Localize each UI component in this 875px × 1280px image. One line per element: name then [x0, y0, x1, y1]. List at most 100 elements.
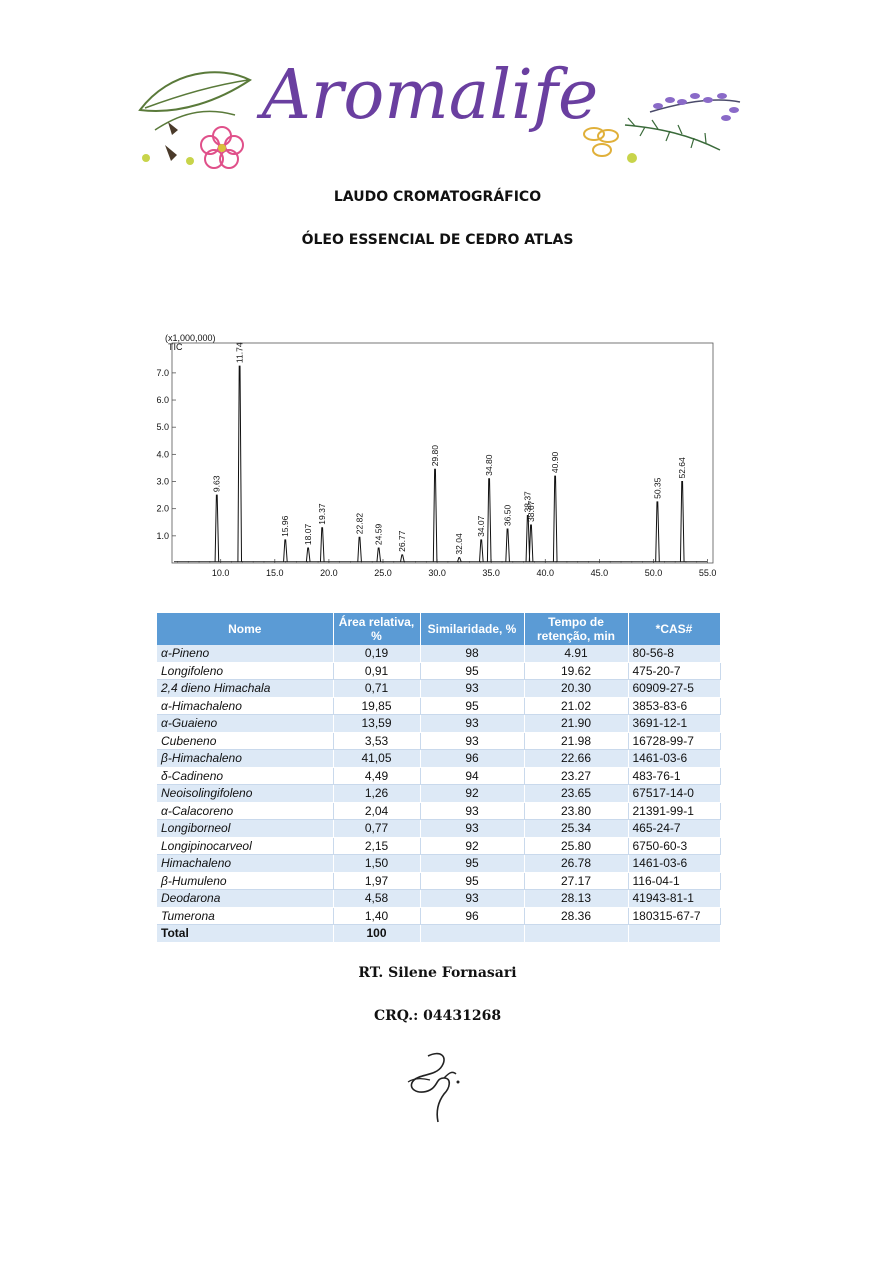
- chromatogram-svg: (x1,000,000) TIC 1.0 2.0 3.0 4.0 5.0 6.0 7.0 10…: [156, 333, 717, 578]
- peak-label: 34.80: [484, 454, 494, 476]
- chromatogram-peak: [283, 539, 288, 562]
- cell-similaridade: 95: [420, 872, 525, 890]
- cell-similaridade: 93: [420, 679, 525, 698]
- peak-label: 24.59: [374, 524, 384, 546]
- cell-nome: Deodarona: [157, 889, 334, 908]
- table-row: β-Himachaleno 41,05 96 22.66 1461-03-6: [157, 749, 721, 768]
- cell-area: 0,19: [333, 645, 421, 663]
- chromatogram-peak: [457, 557, 462, 562]
- table-row: Himachaleno 1,50 95 26.78 1461-03-6: [157, 854, 721, 873]
- cell-cas: 475-20-7: [628, 662, 721, 680]
- cell-tempo: 27.17: [524, 872, 629, 890]
- cell-cas: 16728-99-7: [628, 732, 721, 750]
- cell-similaridade: 95: [420, 662, 525, 680]
- chromatogram-peak: [400, 554, 405, 562]
- peak-label: 18.07: [303, 524, 313, 546]
- cell-nome: Tumerona: [157, 907, 334, 925]
- peak-label: 22.82: [354, 513, 364, 535]
- x-tick-label: 55.0: [699, 568, 717, 578]
- y-tick-label: 6.0: [156, 395, 169, 405]
- cell-similaridade: 96: [420, 749, 525, 768]
- cell-tempo: 21.02: [524, 697, 629, 715]
- cell-tempo: 25.80: [524, 837, 629, 855]
- cell-cas: 180315-67-7: [628, 907, 721, 925]
- cell-tempo: 21.98: [524, 732, 629, 750]
- table-row: Deodarona 4,58 93 28.13 41943-81-1: [157, 889, 721, 908]
- chromatogram-peak: [319, 527, 325, 562]
- table-row: δ-Cadineno 4,49 94 23.27 483-76-1: [157, 767, 721, 785]
- x-tick-label: 10.0: [212, 568, 230, 578]
- x-tick-label: 30.0: [428, 568, 446, 578]
- chromatogram-peak: [655, 501, 660, 562]
- peak-label: 38.67: [526, 500, 536, 522]
- cell-nome: Longifoleno: [157, 662, 334, 680]
- table-row: α-Guaieno 13,59 93 21.90 3691-12-1: [157, 714, 721, 733]
- header-area: Área relativa, %: [333, 613, 421, 645]
- cell-nome: δ-Cadineno: [157, 767, 334, 785]
- cell-nome: Longipinocarveol: [157, 837, 334, 855]
- table-row: α-Calacoreno 2,04 93 23.80 21391-99-1: [157, 802, 721, 820]
- peak-label: 36.50: [502, 505, 512, 527]
- chromatogram-peak: [552, 475, 558, 562]
- cell-similaridade: 94: [420, 767, 525, 785]
- cell-tempo: 25.34: [524, 819, 629, 838]
- x-tick-label: 15.0: [266, 568, 284, 578]
- chromatogram-peak: [486, 478, 492, 562]
- peak-label: 29.80: [430, 445, 440, 467]
- cell-nome: Cubeneno: [157, 732, 334, 750]
- x-tick-label: 50.0: [645, 568, 663, 578]
- x-tick-label: 35.0: [482, 568, 500, 578]
- aromalife-logo: Aromalife: [130, 40, 745, 175]
- cell-area: 0,71: [333, 679, 421, 698]
- cell-tempo: 26.78: [524, 854, 629, 873]
- table-row: α-Pineno 0,19 98 4.91 80-56-8: [157, 645, 721, 663]
- chromatogram-peak: [479, 539, 484, 562]
- peak-label: 38.37: [523, 491, 533, 513]
- x-tick-label: 25.0: [374, 568, 392, 578]
- cell-nome: β-Humuleno: [157, 872, 334, 890]
- cell-cas: 116-04-1: [628, 872, 721, 890]
- cell-area: 1,40: [333, 907, 421, 925]
- cell-tempo: 23.27: [524, 767, 629, 785]
- chromatogram-peak: [214, 494, 220, 562]
- table-row: Longifoleno 0,91 95 19.62 475-20-7: [157, 662, 721, 680]
- cell-area: 13,59: [333, 714, 421, 733]
- cell-area: 19,85: [333, 697, 421, 715]
- table-row: Longipinocarveol 2,15 92 25.80 6750-60-3: [157, 837, 721, 855]
- cell-similaridade: 92: [420, 837, 525, 855]
- peak-label: 40.90: [550, 452, 560, 474]
- cell-cas: 1461-03-6: [628, 854, 721, 873]
- cell-tempo: 4.91: [524, 645, 629, 663]
- header-tempo: Tempo de retenção, min: [524, 613, 629, 645]
- chromatogram-peak: [679, 481, 685, 562]
- table-row: Tumerona 1,40 96 28.36 180315-67-7: [157, 907, 721, 925]
- table-row: α-Himachaleno 19,85 95 21.02 3853-83-6: [157, 697, 721, 715]
- logo-text: Aromalife: [256, 56, 598, 135]
- cell-nome: β-Himachaleno: [157, 749, 334, 768]
- chart-y-label: TIC: [168, 342, 183, 352]
- peak-label: 34.07: [476, 515, 486, 537]
- chromatogram-peak: [305, 547, 311, 562]
- cell-nome: Total: [157, 924, 334, 943]
- cell-tempo: [524, 924, 629, 943]
- x-tick-label: 20.0: [320, 568, 338, 578]
- y-tick-label: 4.0: [156, 449, 169, 459]
- cell-area: 2,15: [333, 837, 421, 855]
- cell-tempo: 28.36: [524, 907, 629, 925]
- header-cas: *CAS#: [628, 613, 721, 645]
- cell-cas: [628, 924, 721, 943]
- cell-area: 0,91: [333, 662, 421, 680]
- chromatogram-chart: (x1,000,000) TIC 1.0 2.0 3.0 4.0 5.0 6.0 7.0 10…: [150, 328, 730, 586]
- peak-label: 11.74: [235, 342, 245, 363]
- chromatogram-peak: [528, 524, 534, 562]
- chromatogram-peak: [525, 514, 531, 562]
- cell-nome: 2,4 dieno Himachala: [157, 679, 334, 698]
- table-row: β-Humuleno 1,97 95 27.17 116-04-1: [157, 872, 721, 890]
- x-tick-label: 40.0: [537, 568, 555, 578]
- table-total-row: Total 100: [157, 924, 721, 943]
- chart-frame: [171, 342, 714, 564]
- cell-nome: α-Guaieno: [157, 714, 334, 733]
- table-row: 2,4 dieno Himachala 0,71 93 20.30 60909-27-5: [157, 679, 721, 698]
- cell-nome: Himachaleno: [157, 854, 334, 873]
- cell-area: 0,77: [333, 819, 421, 838]
